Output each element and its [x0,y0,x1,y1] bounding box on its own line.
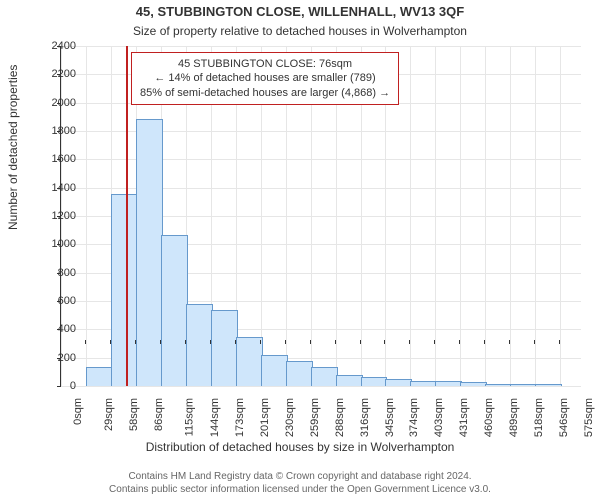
x-tick-label: 0sqm [72,398,84,425]
x-tick-label: 115sqm [183,398,195,436]
x-tick-label: 288sqm [334,398,346,437]
histogram-bar [161,235,188,386]
y-tick-label: 1200 [36,210,76,222]
gridline-v [510,46,511,386]
x-tick-label: 86sqm [153,398,165,431]
y-tick-label: 600 [36,295,76,307]
y-axis-label: Number of detached properties [6,65,20,230]
gridline-v [410,46,411,386]
x-tick-label: 201sqm [259,398,271,437]
subject-marker-line [126,46,128,386]
y-tick-label: 2400 [36,40,76,52]
y-tick-label: 1800 [36,125,76,137]
x-tick-label: 374sqm [409,398,421,437]
annotation-line3: 85% of semi-detached houses are larger (… [140,86,390,100]
chart-title-line1: 45, STUBBINGTON CLOSE, WILLENHALL, WV13 … [0,4,600,19]
annotation-box: 45 STUBBINGTON CLOSE: 76sqm← 14% of deta… [131,52,399,105]
gridline-v [485,46,486,386]
y-tick-label: 1400 [36,182,76,194]
x-tick-label: 575sqm [583,398,595,437]
x-tick-label: 29sqm [103,398,115,431]
credits-line2: Contains public sector information licen… [0,484,600,497]
histogram-bar [385,379,412,386]
gridline-h [61,386,581,387]
histogram-bar [510,384,537,386]
histogram-bar [485,384,512,386]
x-tick-label: 546sqm [558,398,570,437]
x-tick-label: 316sqm [359,398,371,437]
credits: Contains HM Land Registry data © Crown c… [0,471,600,496]
gridline-v [435,46,436,386]
y-tick-label: 0 [36,380,76,392]
histogram-bar [535,384,562,386]
x-tick-label: 144sqm [209,398,221,437]
x-tick-label: 460sqm [484,398,496,437]
histogram-bar [460,382,487,386]
histogram-bar [311,367,338,386]
histogram-bar [236,337,263,386]
y-tick-label: 2000 [36,97,76,109]
histogram-bar [435,381,462,386]
histogram-bar [111,194,138,386]
x-tick-label: 345sqm [384,398,396,437]
histogram-bar [211,310,238,386]
gridline-v [460,46,461,386]
plot-area: 45 STUBBINGTON CLOSE: 76sqm← 14% of deta… [60,46,581,387]
y-tick-label: 1000 [36,238,76,250]
gridline-v [86,46,87,386]
gridline-v [560,46,561,386]
x-tick-label: 58sqm [128,398,140,431]
y-tick-label: 2200 [36,68,76,80]
x-tick-label: 403sqm [434,398,446,437]
chart-container: 45, STUBBINGTON CLOSE, WILLENHALL, WV13 … [0,0,600,500]
histogram-bar [86,367,113,386]
x-tick-label: 230sqm [284,398,296,437]
histogram-bar [410,381,437,386]
x-tick-label: 259sqm [309,398,321,437]
histogram-bar [286,361,313,386]
x-tick-label: 173sqm [234,398,246,437]
y-tick-label: 200 [36,352,76,364]
x-tick-label: 518sqm [533,398,545,437]
annotation-line1: 45 STUBBINGTON CLOSE: 76sqm [140,57,390,71]
chart-title-line2: Size of property relative to detached ho… [0,24,600,38]
y-tick-label: 1600 [36,153,76,165]
gridline-v [535,46,536,386]
y-tick-label: 400 [36,323,76,335]
x-tick-label: 431sqm [459,398,471,437]
histogram-bar [186,304,213,386]
histogram-bar [336,375,363,386]
y-tick-label: 800 [36,267,76,279]
gridline-h [61,46,581,47]
histogram-bar [361,377,388,387]
x-axis-label: Distribution of detached houses by size … [0,440,600,454]
histogram-bar [136,119,163,386]
credits-line1: Contains HM Land Registry data © Crown c… [0,471,600,484]
histogram-bar [261,355,288,386]
x-tick-label: 489sqm [508,398,520,437]
annotation-line2: ← 14% of detached houses are smaller (78… [140,71,390,85]
